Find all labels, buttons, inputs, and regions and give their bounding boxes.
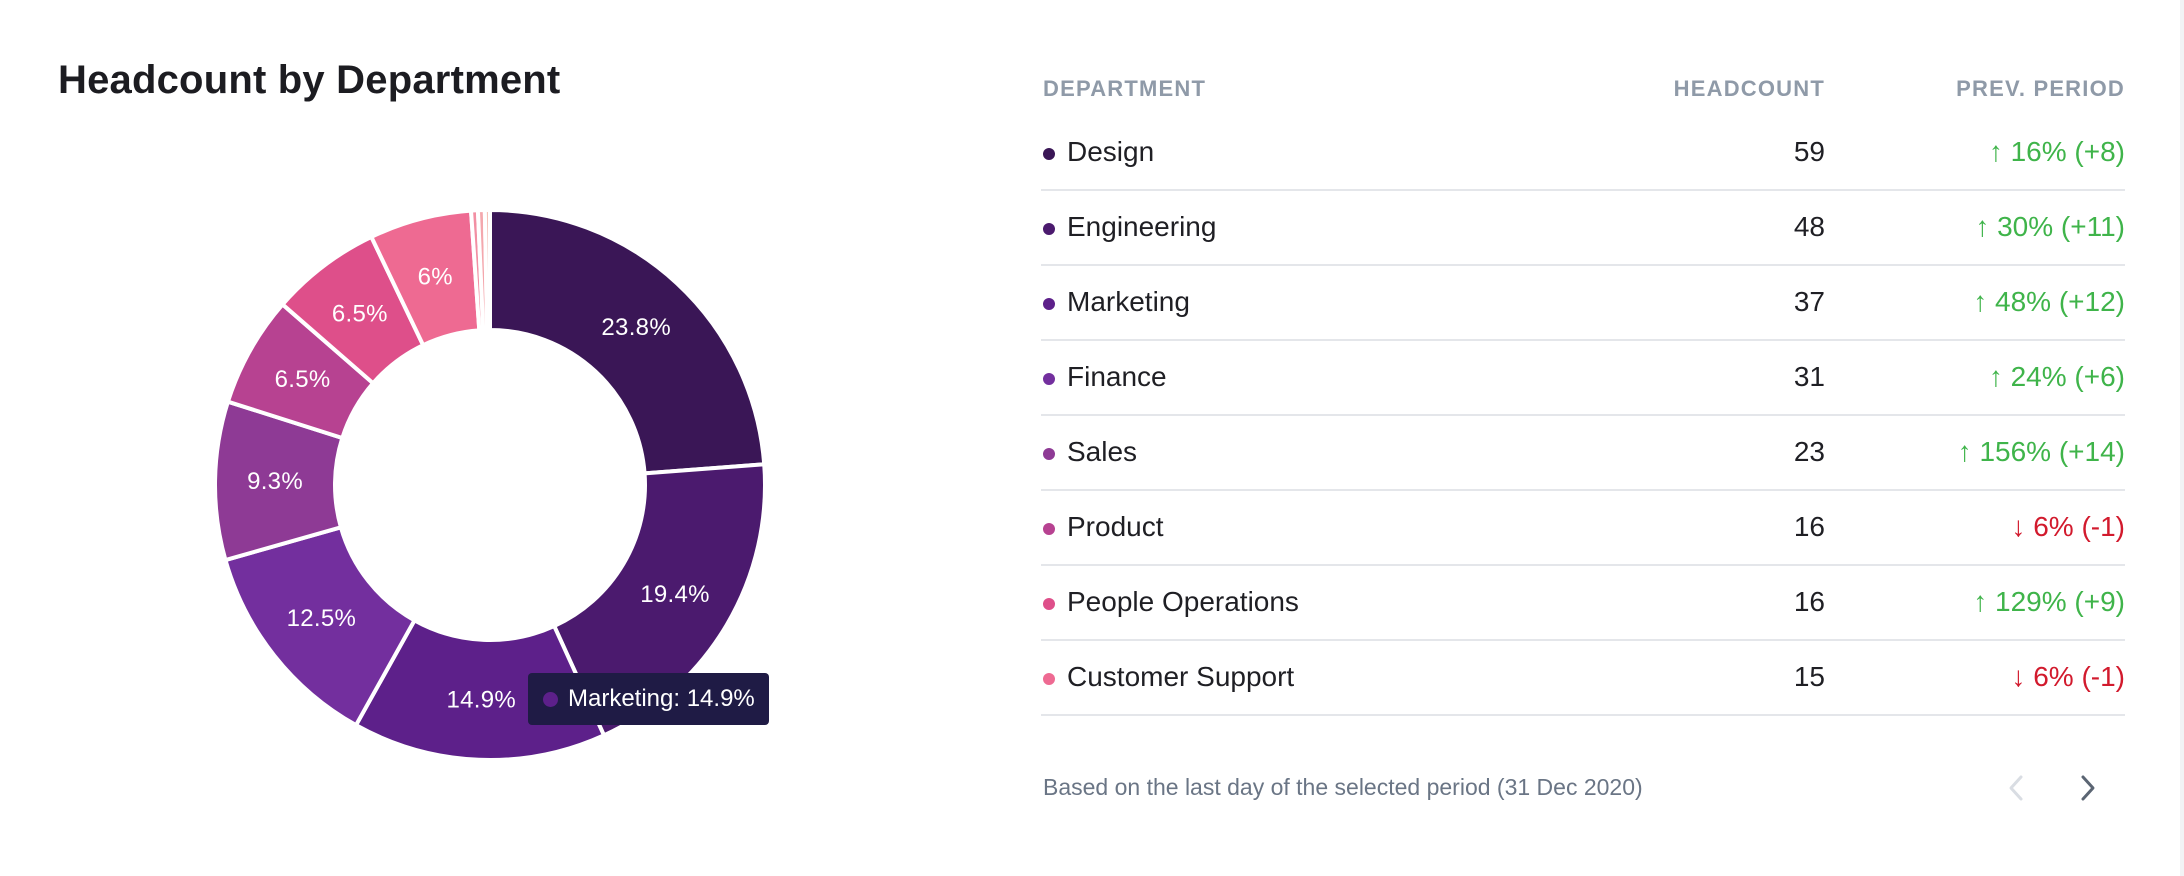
slice-label: 23.8% (601, 314, 671, 341)
headcount-table: DEPARTMENT HEADCOUNT PREV. PERIOD Design… (1041, 60, 2125, 716)
slice-label: 6.5% (332, 300, 388, 327)
next-page-button[interactable] (2068, 768, 2108, 808)
department-name: Engineering (1067, 211, 1217, 242)
chart-tooltip: Marketing: 14.9% (528, 673, 769, 725)
prev-period-change: ↓ 6% (-1) (2011, 661, 2125, 692)
table-header: DEPARTMENT HEADCOUNT PREV. PERIOD (1041, 60, 2125, 116)
department-name: Design (1067, 136, 1155, 167)
prev-period-change: ↑ 16% (+8) (1988, 136, 2125, 167)
slice-label: 14.9% (446, 686, 516, 713)
donut-slices (213, 208, 767, 762)
department-color-dot (1043, 373, 1055, 385)
table-row[interactable]: Customer Support 15 ↓ 6% (-1) (1041, 641, 2125, 716)
tooltip-text: Marketing: 14.9% (568, 685, 755, 712)
department-name: Finance (1067, 361, 1167, 392)
table-row[interactable]: People Operations 16 ↑ 129% (+9) (1041, 566, 2125, 641)
header-headcount[interactable]: HEADCOUNT (1673, 76, 1825, 101)
table-row[interactable]: Finance 31 ↑ 24% (+6) (1041, 341, 2125, 416)
headcount-value: 16 (1793, 586, 1825, 617)
headcount-value: 23 (1793, 436, 1825, 467)
prev-period-change: ↑ 129% (+9) (1973, 586, 2125, 617)
slice-label: 9.3% (247, 468, 303, 495)
headcount-value: 16 (1793, 511, 1825, 542)
donut-chart: 23.8% 19.4% 14.9% 12.5% 9.3% 6.5% 6.5% 6% (213, 208, 767, 762)
prev-period-change: ↑ 30% (+11) (1975, 211, 2125, 242)
table-row[interactable]: Product 16 ↓ 6% (-1) (1041, 491, 2125, 566)
donut-slice-design[interactable] (488, 208, 767, 476)
department-color-dot (1043, 148, 1055, 160)
table-row[interactable]: Sales 23 ↑ 156% (+14) (1041, 416, 2125, 491)
department-name: Customer Support (1067, 661, 1295, 692)
chevron-right-icon (2081, 775, 2095, 801)
prev-period-change: ↑ 24% (+6) (1988, 361, 2125, 392)
slice-label: 19.4% (640, 581, 710, 608)
department-name: People Operations (1067, 586, 1299, 617)
chevron-left-icon (2009, 775, 2023, 801)
department-color-dot (1043, 673, 1055, 685)
headcount-value: 15 (1793, 661, 1825, 692)
previous-page-button[interactable] (1996, 768, 2036, 808)
table-body: Design 59 ↑ 16% (+8) Engineering 48 ↑ 30% (+1… (1041, 116, 2125, 716)
headcount-value: 48 (1793, 211, 1825, 242)
prev-period-change: ↑ 156% (+14) (1957, 436, 2125, 467)
table-row[interactable]: Design 59 ↑ 16% (+8) (1041, 116, 2125, 191)
donut-labels: 23.8% 19.4% 14.9% 12.5% 9.3% 6.5% 6.5% 6% (247, 264, 710, 714)
table-row[interactable]: Engineering 48 ↑ 30% (+11) (1041, 191, 2125, 266)
department-color-dot (1043, 298, 1055, 310)
header-department[interactable]: DEPARTMENT (1043, 76, 1207, 101)
footer-note: Based on the last day of the selected pe… (1043, 774, 1643, 800)
slice-label: 6.5% (275, 366, 331, 393)
slice-label: 6% (418, 264, 453, 291)
headcount-value: 37 (1793, 286, 1825, 317)
scroll-edge (2180, 0, 2184, 876)
department-name: Product (1067, 511, 1164, 542)
department-color-dot (1043, 598, 1055, 610)
donut-slice-marketing[interactable] (354, 618, 606, 762)
department-color-dot (1043, 223, 1055, 235)
department-color-dot (1043, 523, 1055, 535)
headcount-value: 59 (1793, 136, 1825, 167)
slice-label: 12.5% (287, 605, 357, 632)
headcount-value: 31 (1793, 361, 1825, 392)
prev-period-change: ↑ 48% (+12) (1973, 286, 2125, 317)
tooltip-color-dot (543, 691, 558, 707)
donut-slice-other-10[interactable] (482, 208, 492, 333)
department-name: Sales (1067, 436, 1138, 467)
department-color-dot (1043, 448, 1055, 460)
table-row[interactable]: Marketing 37 ↑ 48% (+12) (1041, 266, 2125, 341)
chart-title: Headcount by Department (58, 58, 561, 102)
department-name: Marketing (1067, 286, 1190, 317)
header-prev-period[interactable]: PREV. PERIOD (1956, 76, 2125, 101)
prev-period-change: ↓ 6% (-1) (2011, 511, 2125, 542)
donut-slice-engineering[interactable] (552, 462, 767, 738)
